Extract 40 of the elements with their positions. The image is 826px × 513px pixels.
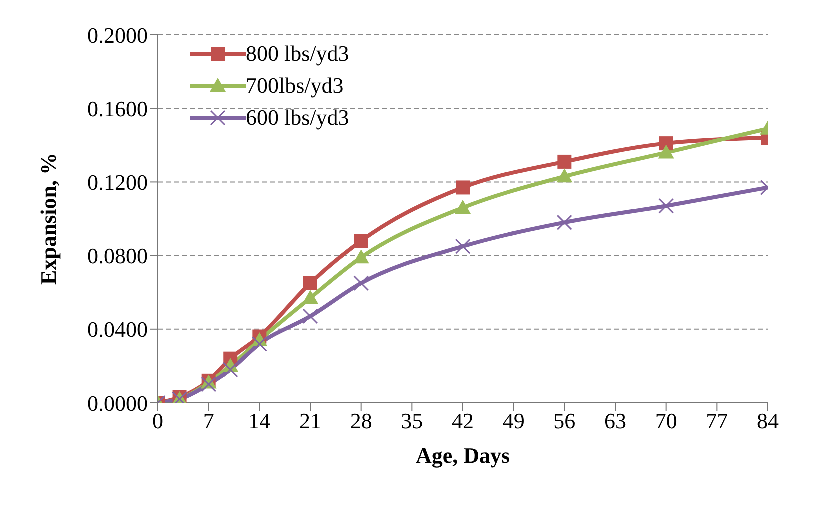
point — [201, 376, 217, 392]
point — [222, 362, 238, 378]
point — [354, 276, 370, 292]
point — [354, 234, 368, 248]
x-tick-label: 49 — [502, 408, 525, 434]
y-tick-label: 0.1600 — [88, 96, 148, 122]
y-tick-label: 0.0400 — [88, 317, 148, 342]
x-tick-label: 21 — [300, 408, 322, 434]
x-tick-label: 14 — [248, 408, 271, 434]
y-tick-label: 0.2000 — [88, 22, 148, 48]
x-axis-title: Age, Days — [416, 443, 510, 468]
point — [556, 214, 572, 230]
x-tick-label: 0 — [152, 408, 164, 434]
point — [455, 238, 471, 254]
point — [455, 200, 471, 214]
legend-label: 600 lbs/yd3 — [246, 104, 350, 132]
point — [456, 180, 470, 195]
point — [659, 136, 674, 151]
y-tick-label: 0.1200 — [88, 170, 148, 196]
point — [558, 154, 572, 169]
x-tick-label: 63 — [604, 408, 626, 434]
x-tick-label: 35 — [401, 408, 424, 434]
point — [302, 290, 318, 304]
point — [252, 336, 268, 352]
point — [556, 168, 573, 183]
x-tick-label: 70 — [655, 408, 678, 434]
legend-label: 800 lbs/yd3 — [246, 40, 350, 68]
x-tick-label: 28 — [350, 408, 372, 434]
y-tick-label: 0.0000 — [88, 390, 148, 416]
point — [658, 144, 674, 159]
x-tick-label: 84 — [757, 408, 779, 434]
x-tick-label: 56 — [554, 408, 576, 434]
x-tick-label: 42 — [452, 408, 474, 434]
legend-label: 700lbs/yd3 — [246, 72, 344, 100]
x-tick-label: 77 — [706, 408, 728, 434]
y-tick-label: 0.0800 — [88, 244, 148, 269]
point — [304, 276, 318, 290]
y-axis-title: Expansion, % — [36, 152, 61, 286]
x-tick-label: 7 — [203, 408, 214, 434]
point — [658, 198, 674, 214]
